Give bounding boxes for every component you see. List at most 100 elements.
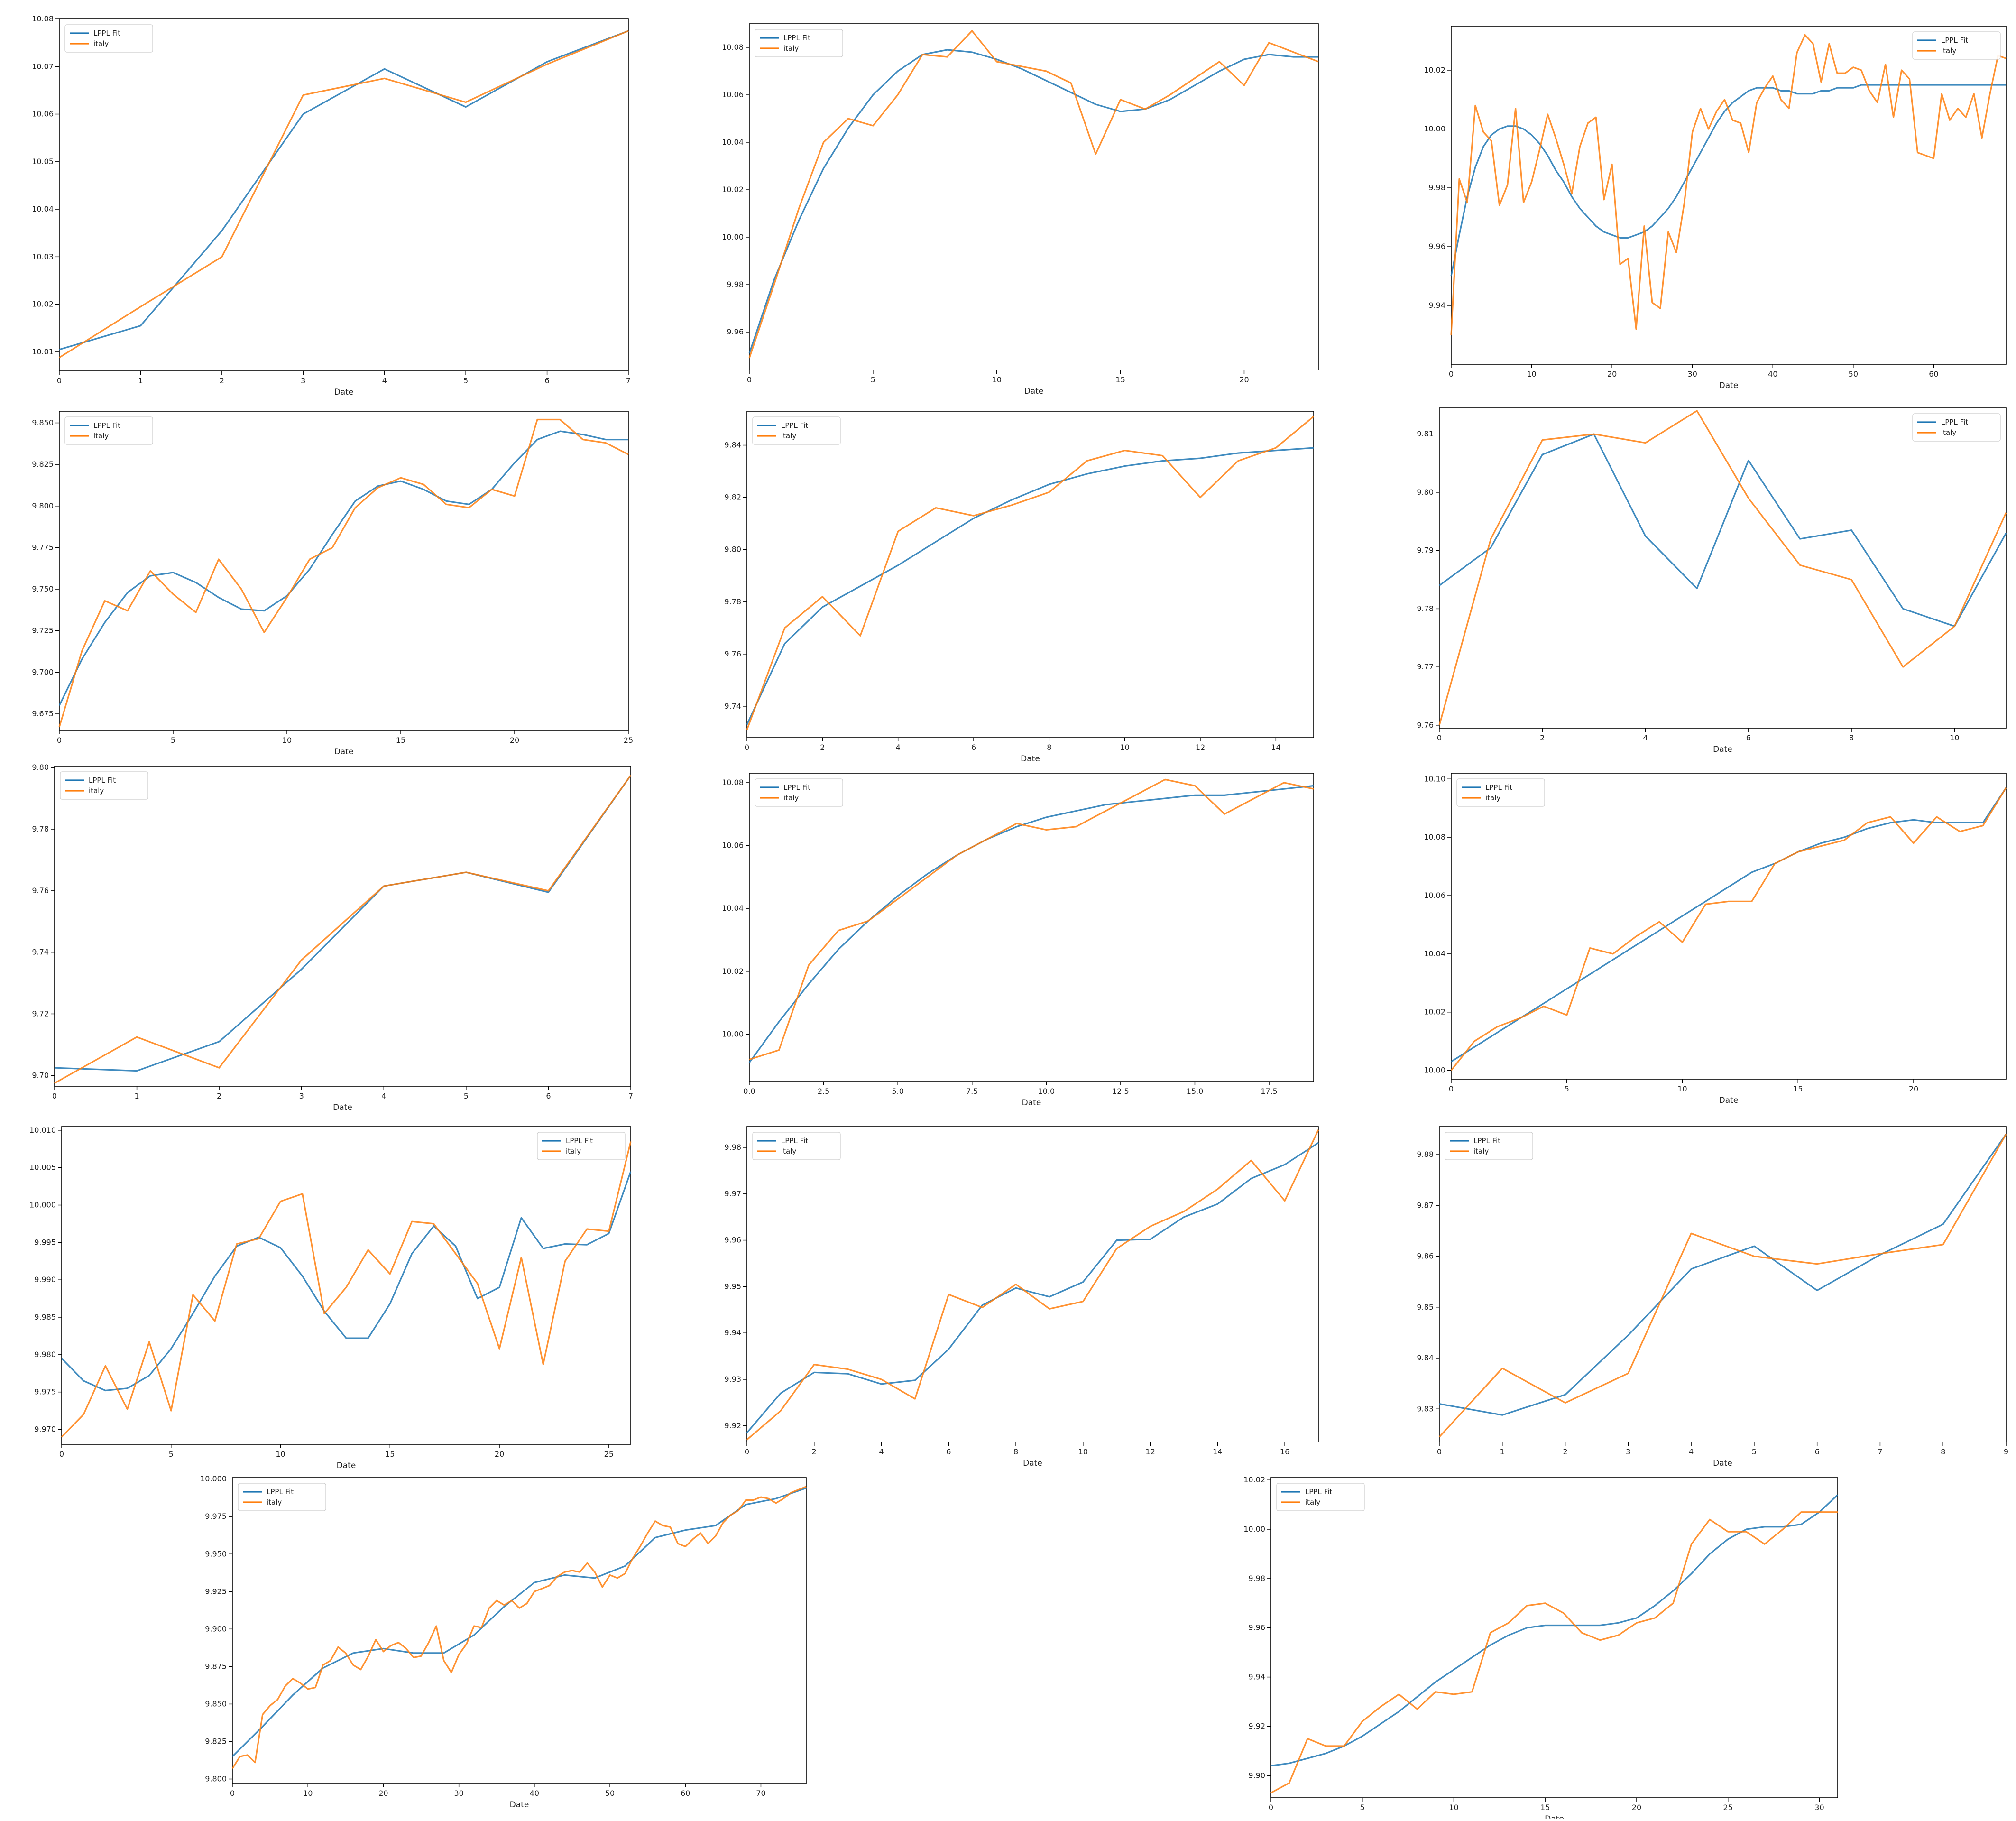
x-tick-label: 2 [820, 743, 825, 752]
series-line-lppl-fit [1450, 84, 2006, 277]
chart-10: 0 5 10 15 20 25 9.970 9.975 9.980 9.985 9.990 9.995… [29, 1126, 632, 1470]
legend: LPPL Fit italy [752, 416, 841, 445]
x-tick-label: 1 [138, 376, 143, 385]
y-tick-label: 9.79 [1417, 546, 1434, 555]
chart-13: 0 10 20 30 40 50 60 70 9.800 9.825 9.850 9.875 9.900… [200, 1474, 807, 1810]
x-axis-label: Date [1022, 1098, 1041, 1108]
plot-area [746, 411, 1314, 738]
y-tick-label: 10.07 [32, 62, 54, 71]
x-tick-label: 6 [971, 743, 976, 752]
y-tick-label: 10.08 [722, 778, 744, 787]
x-tick-label: 4 [381, 1091, 386, 1100]
legend-entry-italy: italy [93, 432, 109, 440]
y-tick-label: 9.94 [1248, 1673, 1265, 1682]
y-tick-label: 9.76 [32, 886, 49, 895]
x-tick-label: 0.0 [743, 1087, 755, 1096]
x-tick-label: 40 [530, 1789, 539, 1798]
x-tick-label: 0 [745, 1447, 749, 1456]
y-tick-label: 9.95 [724, 1282, 741, 1291]
y-tick-label: 10.00 [1424, 124, 1445, 133]
y-tick-label: 9.98 [727, 280, 744, 289]
x-tick-label: 5 [1752, 1447, 1757, 1456]
plot-area [1439, 1126, 2007, 1442]
legend: LPPL Fit italy [1912, 413, 2001, 442]
y-tick-label: 9.94 [1428, 301, 1445, 310]
legend-entry-lppl-fit: LPPL Fit [93, 29, 120, 37]
x-tick-label: 3 [1626, 1447, 1630, 1456]
x-tick-label: 5 [463, 376, 468, 385]
y-tick-label: 9.850 [205, 1699, 227, 1708]
x-tick-label: 6 [546, 1091, 551, 1100]
series-line-italy [748, 30, 1319, 359]
y-tick-label: 9.88 [1417, 1150, 1434, 1159]
x-axis-label: Date [510, 1800, 529, 1810]
y-tick-label: 10.000 [200, 1474, 227, 1483]
y-tick-label: 9.85 [1417, 1303, 1434, 1312]
series-line-italy [58, 418, 629, 728]
x-tick-label: 40 [1768, 370, 1777, 379]
series-line-italy [1438, 410, 2007, 726]
y-tick-label: 9.80 [1417, 488, 1434, 497]
legend: LPPL Fit italy [1276, 1483, 1365, 1511]
x-axis-label: Date [1023, 1459, 1042, 1468]
legend: LPPL Fit italy [1456, 778, 1545, 807]
x-tick-label: 20 [495, 1450, 504, 1459]
series-line-lppl-fit [54, 775, 632, 1072]
legend: LPPL Fit italy [752, 1132, 841, 1160]
x-tick-label: 25 [604, 1450, 614, 1459]
y-tick-label: 9.800 [205, 1775, 227, 1784]
x-tick-label: 0 [59, 1450, 64, 1459]
x-axis-label: Date [1021, 754, 1040, 764]
plot-area [1439, 407, 2007, 729]
x-tick-label: 0 [1449, 1084, 1454, 1093]
x-tick-label: 50 [1849, 370, 1858, 379]
legend-entry-lppl-fit: LPPL Fit [783, 34, 810, 42]
x-tick-label: 0 [57, 376, 62, 385]
y-tick-label: 10.08 [722, 43, 744, 52]
plot-area [59, 18, 629, 371]
x-tick-label: 9 [2004, 1447, 2008, 1456]
legend: LPPL Fit italy [755, 29, 843, 57]
x-tick-label: 4 [879, 1447, 884, 1456]
series-line-italy [1450, 34, 2007, 335]
legend-entry-lppl-fit: LPPL Fit [1473, 1137, 1500, 1145]
y-tick-label: 9.975 [34, 1387, 56, 1396]
x-tick-label: 10 [276, 1450, 285, 1459]
x-tick-label: 6 [946, 1447, 951, 1456]
chart-12: 0 1 2 3 4 5 6 7 8 9 9.83 9.84 9.85 9.86 9.87 9.88 Date LP… [1417, 1126, 2008, 1468]
x-tick-label: 1 [1500, 1447, 1505, 1456]
y-tick-label: 9.750 [32, 584, 54, 593]
x-tick-label: 5.0 [892, 1087, 903, 1096]
y-tick-label: 9.83 [1417, 1404, 1434, 1413]
y-tick-label: 9.76 [724, 649, 741, 658]
x-axis-label: Date [333, 1103, 352, 1112]
y-tick-label: 10.06 [1424, 891, 1445, 900]
x-tick-label: 25 [1723, 1803, 1733, 1812]
series-line-italy [746, 416, 1315, 730]
x-tick-label: 20 [510, 736, 519, 745]
y-tick-label: 10.00 [1424, 1066, 1445, 1075]
x-axis-label: Date [1719, 381, 1739, 390]
series-line-lppl-fit [231, 1487, 807, 1757]
x-axis-label: Date [1713, 745, 1732, 754]
x-tick-label: 7 [1878, 1447, 1882, 1456]
y-tick-label: 9.98 [724, 1143, 741, 1152]
x-tick-label: 15.0 [1187, 1087, 1204, 1096]
series-line-italy [746, 1129, 1319, 1441]
x-tick-label: 2 [812, 1447, 817, 1456]
y-tick-label: 9.76 [1417, 721, 1434, 730]
legend: LPPL Fit italy [537, 1132, 626, 1160]
x-tick-label: 12 [1145, 1447, 1155, 1456]
y-tick-label: 10.02 [722, 967, 744, 976]
chart-14: 0 5 10 15 20 25 30 9.90 9.92 9.94 9.96 9.98 10.00 10.… [1243, 1475, 1839, 1821]
y-tick-label: 10.02 [1424, 65, 1445, 74]
x-tick-label: 6 [1815, 1447, 1820, 1456]
x-tick-label: 10 [303, 1789, 313, 1798]
x-tick-label: 10 [992, 375, 1002, 384]
y-tick-label: 9.72 [32, 1009, 49, 1018]
x-tick-label: 4 [1643, 733, 1648, 742]
legend-entry-italy: italy [781, 1147, 796, 1155]
y-tick-label: 9.985 [34, 1313, 56, 1322]
plot-area [749, 773, 1314, 1082]
